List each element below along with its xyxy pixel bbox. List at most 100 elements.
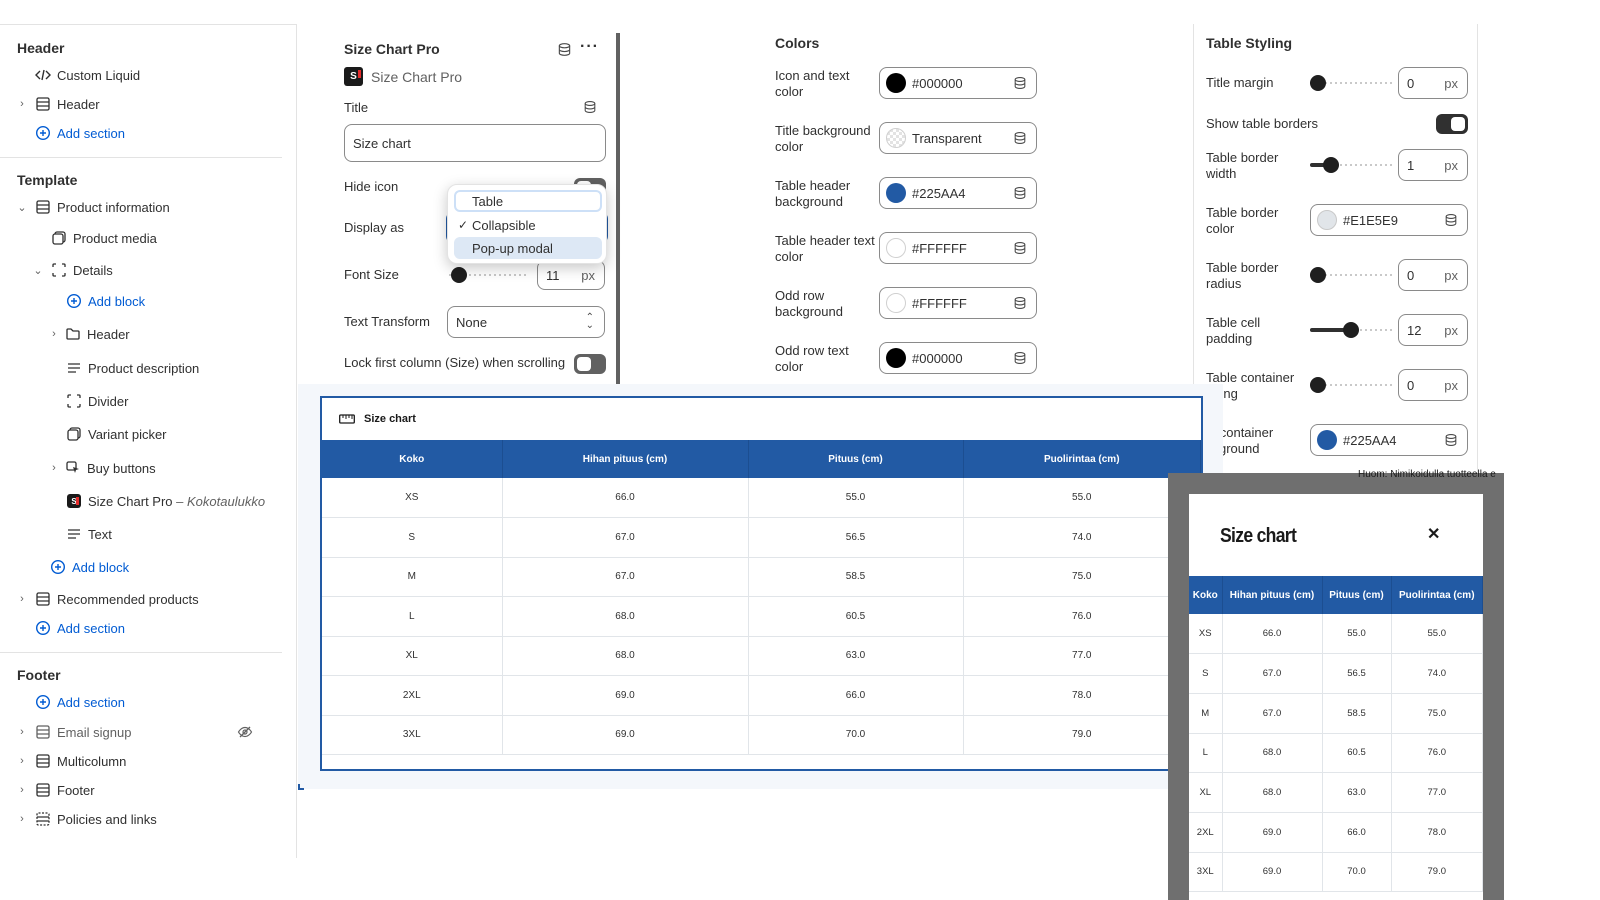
font-size-input[interactable]: 11 px: [537, 260, 605, 290]
container-padding-slider[interactable]: [1310, 377, 1392, 393]
table-row: M 67.0 58.5 75.0: [1189, 693, 1483, 734]
slider-track: [449, 274, 529, 276]
chevron-right-icon[interactable]: ›: [52, 462, 56, 474]
sidebar-item-header[interactable]: › Header: [17, 91, 99, 117]
sidebar-item-variant-picker[interactable]: Variant picker: [66, 421, 167, 447]
sidebar-item-footer[interactable]: › Footer: [17, 777, 94, 803]
option-collapsible[interactable]: ✓ Collapsible: [454, 214, 602, 236]
show-borders-toggle[interactable]: [1436, 114, 1468, 134]
color-swatch[interactable]: [886, 73, 906, 93]
font-size-slider[interactable]: [449, 267, 529, 283]
slider-handle[interactable]: [1310, 377, 1326, 393]
sidebar-item-multicolumn[interactable]: › Multicolumn: [17, 748, 126, 774]
database-icon[interactable]: [557, 42, 572, 57]
database-icon[interactable]: [1013, 186, 1027, 200]
border-radius-slider[interactable]: [1310, 267, 1392, 283]
color-picker[interactable]: Transparent: [879, 122, 1037, 154]
border-width-input[interactable]: 1 px: [1398, 149, 1468, 181]
sidebar-item-buy-buttons[interactable]: › Buy buttons: [49, 455, 156, 481]
database-icon[interactable]: [1013, 296, 1027, 310]
sidebar-item-policies[interactable]: › Policies and links: [17, 806, 157, 832]
slider-handle[interactable]: [1343, 322, 1359, 338]
slider-track: [1310, 82, 1392, 84]
table-cell: XS: [322, 478, 503, 518]
label-line: Table border: [1206, 150, 1279, 165]
color-picker[interactable]: #FFFFFF: [879, 232, 1037, 264]
sidebar-item-recommended-products[interactable]: › Recommended products: [17, 586, 198, 612]
close-icon[interactable]: ✕: [1427, 526, 1441, 543]
color-swatch[interactable]: [886, 348, 906, 368]
chevron-right-icon[interactable]: ›: [20, 784, 24, 796]
eye-off-icon[interactable]: [237, 724, 253, 740]
option-table[interactable]: Table: [454, 190, 602, 212]
sidebar-item-text[interactable]: Text: [66, 521, 112, 547]
section-tree-sidebar: Header Custom Liquid › Header Add sectio…: [0, 24, 297, 858]
database-icon[interactable]: [1444, 213, 1458, 227]
title-margin-input[interactable]: 0 px: [1398, 67, 1468, 99]
add-section-button[interactable]: Add section: [35, 689, 125, 715]
sidebar-item-product-information[interactable]: ⌄ Product information: [17, 194, 169, 220]
slider-handle[interactable]: [1310, 267, 1326, 283]
color-picker[interactable]: #000000: [879, 67, 1037, 99]
chevron-right-icon[interactable]: ›: [20, 726, 24, 738]
add-section-button[interactable]: Add section: [35, 615, 125, 641]
sidebar-item-product-media[interactable]: Product media: [51, 225, 157, 251]
database-icon[interactable]: [1013, 131, 1027, 145]
table-cell: XS: [1189, 614, 1223, 655]
slider-handle[interactable]: [451, 267, 467, 283]
table-row: 3XL 69.0 70.0 79.0: [1189, 852, 1483, 893]
sidebar-item-size-chart-pro[interactable]: S Size Chart Pro – Kokotaulukko: [66, 488, 265, 514]
color-swatch[interactable]: [886, 128, 906, 148]
cell-padding-slider[interactable]: [1310, 322, 1392, 338]
color-swatch[interactable]: [1317, 210, 1337, 230]
section-icon: [35, 782, 51, 798]
color-picker[interactable]: #225AA4: [879, 177, 1037, 209]
color-swatch[interactable]: [886, 183, 906, 203]
sidebar-item-details[interactable]: ⌄ Details: [33, 257, 112, 283]
chevron-down-icon[interactable]: ⌄: [33, 264, 43, 277]
table-row: XL 68.0 63.0 77.0: [1189, 772, 1483, 813]
border-radius-input[interactable]: 0 px: [1398, 259, 1468, 291]
sidebar-item-header-block[interactable]: › Header: [49, 321, 130, 347]
title-input[interactable]: Size chart: [344, 124, 606, 162]
database-icon[interactable]: [1013, 351, 1027, 365]
cell-padding-input[interactable]: 12 px: [1398, 314, 1468, 346]
more-options-icon[interactable]: ···: [580, 38, 599, 55]
sidebar-item-email-signup[interactable]: › Email signup: [17, 719, 267, 745]
chevron-right-icon[interactable]: ›: [20, 813, 24, 825]
sidebar-item-custom-liquid[interactable]: Custom Liquid: [35, 62, 140, 88]
add-block-button[interactable]: Add block: [66, 288, 145, 314]
chevron-right-icon[interactable]: ›: [52, 328, 56, 340]
slider-handle[interactable]: [1323, 157, 1339, 173]
database-icon[interactable]: [1444, 433, 1458, 447]
database-icon[interactable]: [583, 100, 597, 114]
panel-scrollbar[interactable]: [616, 33, 620, 384]
database-icon[interactable]: [1013, 76, 1027, 90]
add-block-button[interactable]: Add block: [50, 554, 129, 580]
text-transform-select[interactable]: None ⌃ ⌄: [447, 306, 605, 338]
color-swatch[interactable]: [886, 238, 906, 258]
container-bg-picker[interactable]: #225AA4: [1310, 424, 1468, 456]
color-picker[interactable]: #FFFFFF: [879, 287, 1037, 319]
border-width-slider[interactable]: [1310, 157, 1392, 173]
lock-column-toggle[interactable]: [574, 354, 606, 374]
title-margin-slider[interactable]: [1310, 75, 1392, 91]
border-radius-label: Table border radius: [1206, 260, 1278, 292]
chevron-right-icon[interactable]: ›: [20, 755, 24, 767]
color-swatch[interactable]: [1317, 430, 1337, 450]
color-swatch[interactable]: [886, 293, 906, 313]
container-padding-input[interactable]: 0 px: [1398, 369, 1468, 401]
sidebar-item-divider[interactable]: Divider: [66, 388, 128, 414]
border-color-picker[interactable]: #E1E5E9: [1310, 204, 1468, 236]
slider-handle[interactable]: [1310, 75, 1326, 91]
chevron-right-icon[interactable]: ›: [20, 98, 24, 110]
database-icon[interactable]: [1013, 241, 1027, 255]
add-section-button[interactable]: Add section: [35, 120, 125, 146]
color-picker[interactable]: #000000: [879, 342, 1037, 374]
sidebar-item-product-description[interactable]: Product description: [66, 355, 199, 381]
option-popup-modal[interactable]: Pop-up modal: [454, 237, 602, 259]
add-section-label: Add section: [57, 694, 125, 710]
chevron-right-icon[interactable]: ›: [20, 593, 24, 605]
chevron-down-icon[interactable]: ⌄: [17, 201, 27, 214]
sidebar-item-label: Header: [87, 326, 130, 342]
